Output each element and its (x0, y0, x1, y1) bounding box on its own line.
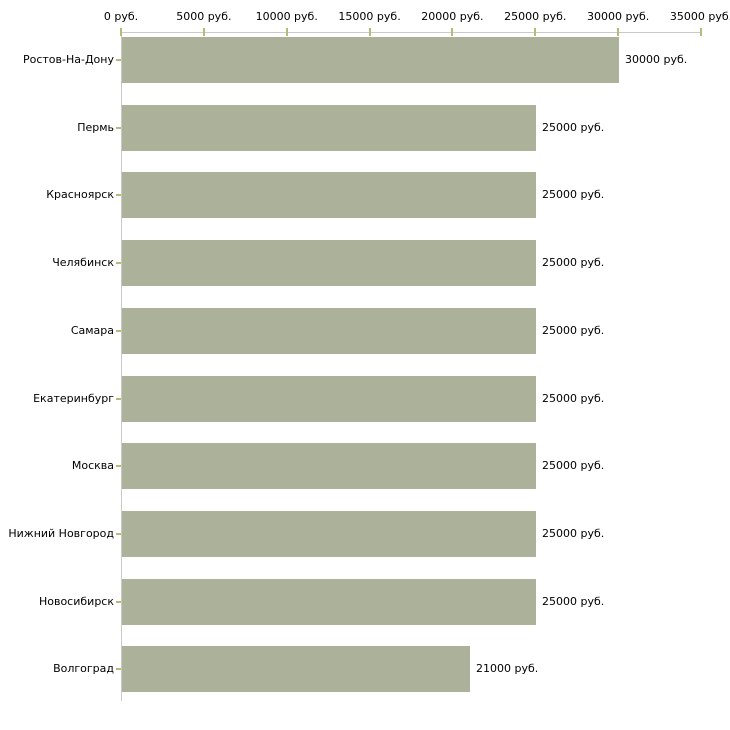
bar (122, 511, 536, 557)
category-label: Самара (70, 324, 114, 337)
category-label: Волгоград (53, 662, 114, 675)
value-label: 25000 руб. (542, 324, 605, 337)
x-axis-tick-mark (202, 28, 205, 36)
y-axis-tick-mark (116, 668, 121, 670)
y-axis-tick-mark (116, 601, 121, 603)
category-label: Москва (71, 459, 114, 472)
y-axis-tick-mark (116, 194, 121, 196)
category-label: Пермь (77, 121, 114, 134)
x-axis-tick-mark (285, 28, 288, 36)
bar (122, 37, 619, 83)
value-label: 25000 руб. (542, 527, 605, 540)
value-label: 25000 руб. (542, 595, 605, 608)
category-label: Челябинск (52, 256, 114, 269)
value-label: 25000 руб. (542, 256, 605, 269)
bar (122, 443, 536, 489)
value-label: 25000 руб. (542, 121, 605, 134)
bar (122, 308, 536, 354)
bar (122, 646, 470, 692)
category-label: Ростов-На-Дону (22, 53, 114, 66)
bar (122, 579, 536, 625)
x-axis-tick-label: 0 руб. (103, 10, 139, 23)
category-label: Нижний Новгород (8, 527, 114, 540)
bar (122, 376, 536, 422)
x-axis-tick-label: 5000 руб. (176, 10, 232, 23)
x-axis-tick-mark (617, 28, 620, 36)
x-axis-tick-label: 15000 руб. (338, 10, 401, 23)
bar (122, 240, 536, 286)
x-axis-tick-label: 20000 руб. (421, 10, 484, 23)
x-axis-tick-label: 35000 руб. (669, 10, 730, 23)
y-axis-tick-mark (116, 330, 121, 332)
x-axis-tick-mark (120, 28, 122, 36)
y-axis-tick-mark (116, 533, 121, 535)
y-axis-tick-mark (116, 127, 121, 129)
x-axis-tick-mark (700, 28, 702, 36)
y-axis-line (121, 32, 122, 701)
value-label: 21000 руб. (476, 662, 539, 675)
x-axis-tick-label: 25000 руб. (504, 10, 567, 23)
y-axis-tick-mark (116, 59, 121, 61)
x-axis-tick-mark (534, 28, 537, 36)
category-label: Красноярск (46, 188, 114, 201)
x-axis-tick-mark (451, 28, 454, 36)
value-label: 25000 руб. (542, 459, 605, 472)
x-axis-tick-label: 10000 руб. (255, 10, 318, 23)
value-label: 30000 руб. (625, 53, 688, 66)
bar (122, 172, 536, 218)
bar (122, 105, 536, 151)
y-axis-tick-mark (116, 465, 121, 467)
x-axis-line (121, 32, 702, 33)
value-label: 25000 руб. (542, 392, 605, 405)
y-axis-tick-mark (116, 262, 121, 264)
category-label: Новосибирск (38, 595, 114, 608)
x-axis-tick-label: 30000 руб. (587, 10, 650, 23)
value-label: 25000 руб. (542, 188, 605, 201)
category-label: Екатеринбург (33, 392, 114, 405)
y-axis-tick-mark (116, 398, 121, 400)
x-axis-tick-mark (368, 28, 371, 36)
